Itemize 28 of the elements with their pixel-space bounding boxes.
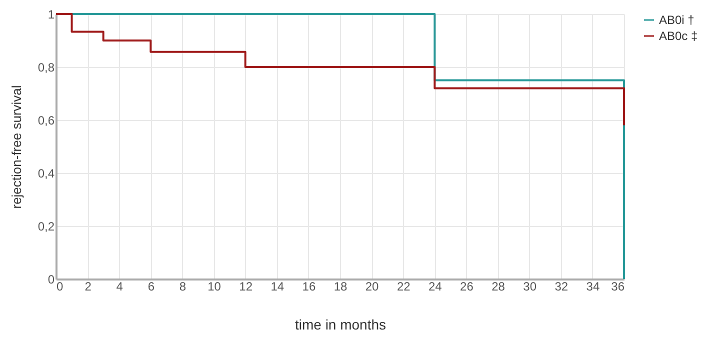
x-tick-label: 4 xyxy=(116,280,124,294)
x-tick-label: 10 xyxy=(208,280,222,294)
y-tick-label: 0,8 xyxy=(38,60,55,74)
x-tick-label: 16 xyxy=(302,280,316,294)
x-axis-title: time in months xyxy=(294,316,386,332)
x-tick-label: 22 xyxy=(396,280,411,294)
x-tick-label: 30 xyxy=(523,280,537,294)
legend-label: AB0i † xyxy=(659,13,694,27)
x-tick-label: 26 xyxy=(460,280,474,294)
x-tick-label: 14 xyxy=(270,280,284,294)
x-tick-label: 36 xyxy=(611,280,625,294)
legend-label: AB0c ‡ xyxy=(659,29,698,43)
x-tick-label: 24 xyxy=(428,280,442,294)
x-tick-label: 0 xyxy=(56,280,64,294)
y-tick-label: 0,2 xyxy=(38,220,55,234)
x-tick-label: 18 xyxy=(334,280,348,294)
x-tick-label: 20 xyxy=(365,280,380,294)
y-axis-title: rejection-free survival xyxy=(8,85,24,209)
x-tick-label: 6 xyxy=(148,280,155,294)
y-tick-label: 1 xyxy=(48,8,55,22)
y-tick-label: 0,6 xyxy=(38,114,55,128)
x-tick-label: 34 xyxy=(586,280,600,294)
x-tick-label: 12 xyxy=(239,280,253,294)
x-tick-label: 28 xyxy=(492,280,506,294)
x-tick-label: 2 xyxy=(84,280,92,294)
y-tick-label: 0,4 xyxy=(38,166,55,180)
x-tick-label: 8 xyxy=(179,280,186,294)
x-tick-label: 32 xyxy=(554,280,568,294)
